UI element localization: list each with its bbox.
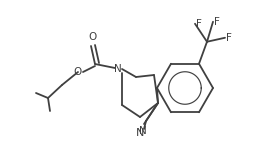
Text: F: F xyxy=(226,33,232,43)
Text: O: O xyxy=(74,67,82,77)
Text: N: N xyxy=(114,64,122,74)
Text: F: F xyxy=(196,19,202,29)
Text: N: N xyxy=(139,126,147,136)
Text: N: N xyxy=(136,128,144,138)
Text: O: O xyxy=(89,32,97,42)
Text: F: F xyxy=(214,17,220,27)
